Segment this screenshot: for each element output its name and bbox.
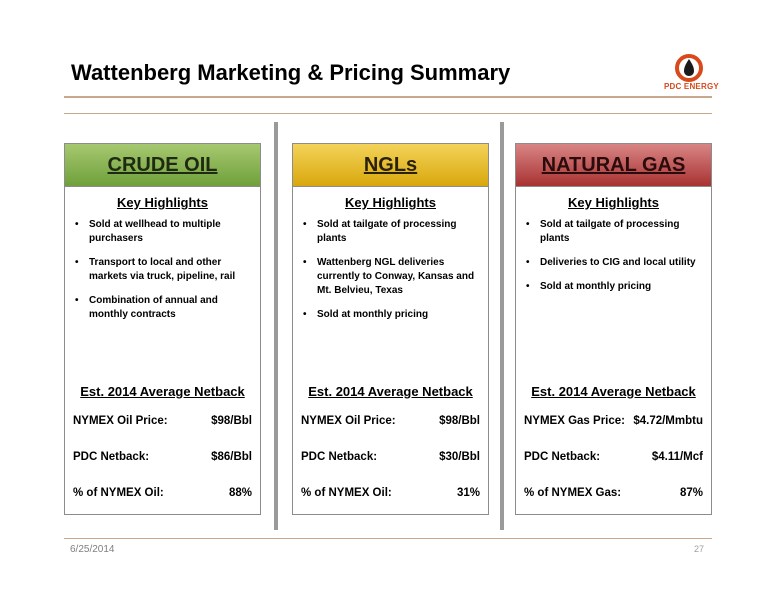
list-item: Sold at wellhead to multiple purchasers: [73, 218, 252, 246]
row-label: % of NYMEX Oil:: [73, 487, 164, 499]
list-item: Combination of annual and monthly contra…: [73, 294, 252, 322]
panel-heading: CRUDE OIL: [65, 144, 260, 187]
netback-row: PDC Netback: $86/Bbl: [73, 451, 252, 463]
logo-wordmark: PDC ENERGY: [664, 82, 719, 91]
netback-row: % of NYMEX Gas: 87%: [524, 487, 703, 499]
panel-heading: NATURAL GAS: [516, 144, 711, 187]
header-rule-secondary: [64, 113, 712, 114]
column-divider: [274, 122, 278, 530]
list-item: Sold at tailgate of processing plants: [524, 218, 703, 246]
netback-row: NYMEX Oil Price: $98/Bbl: [301, 415, 480, 427]
slide-title: Wattenberg Marketing & Pricing Summary: [71, 60, 511, 85]
list-item: Transport to local and other markets via…: [73, 256, 252, 284]
row-label: NYMEX Gas Price:: [524, 415, 625, 427]
row-value: 88%: [228, 487, 252, 499]
list-item: Wattenberg NGL deliveries currently to C…: [301, 256, 480, 298]
highlights-list: Sold at tailgate of processing plants De…: [524, 218, 703, 378]
row-value: $98/Bbl: [439, 415, 480, 427]
netback-row: PDC Netback: $4.11/Mcf: [524, 451, 703, 463]
list-item: Deliveries to CIG and local utility: [524, 256, 703, 270]
pdc-energy-logo: PDC ENERGY: [664, 54, 719, 96]
footer-rule: [64, 538, 712, 539]
slide-date: 6/25/2014: [70, 544, 115, 555]
highlights-list: Sold at tailgate of processing plants Wa…: [301, 218, 480, 378]
natural-gas-panel: NATURAL GAS Key Highlights Sold at tailg…: [515, 143, 712, 515]
key-highlights-title: Key Highlights: [116, 195, 208, 210]
key-highlights-title: Key Highlights: [344, 195, 436, 210]
row-label: % of NYMEX Oil:: [301, 487, 392, 499]
row-label: PDC Netback:: [524, 451, 601, 463]
row-value: $4.72/Mmbtu: [633, 415, 703, 427]
list-item: Sold at monthly pricing: [524, 280, 703, 294]
netback-title: Est. 2014 Average Netback: [531, 384, 696, 399]
row-label: NYMEX Oil Price:: [301, 415, 396, 427]
netback-row: PDC Netback: $30/Bbl: [301, 451, 480, 463]
netback-row: % of NYMEX Oil: 88%: [73, 487, 252, 499]
list-item: Sold at tailgate of processing plants: [301, 218, 480, 246]
row-label: PDC Netback:: [73, 451, 150, 463]
list-item: Sold at monthly pricing: [301, 308, 480, 322]
netback-title: Est. 2014 Average Netback: [308, 384, 473, 399]
row-value: $4.11/Mcf: [651, 451, 703, 463]
row-value: 31%: [456, 487, 480, 499]
row-value: 87%: [679, 487, 703, 499]
netback-row: NYMEX Oil Price: $98/Bbl: [73, 415, 252, 427]
crude-oil-panel: CRUDE OIL Key Highlights Sold at wellhea…: [64, 143, 261, 515]
row-label: % of NYMEX Gas:: [524, 487, 622, 499]
row-label: PDC Netback:: [301, 451, 378, 463]
row-value: $86/Bbl: [211, 451, 252, 463]
row-value: $98/Bbl: [211, 415, 252, 427]
key-highlights-title: Key Highlights: [567, 195, 659, 210]
highlights-list: Sold at wellhead to multiple purchasers …: [73, 218, 252, 378]
panel-heading: NGLs: [293, 144, 488, 187]
header-rule: [64, 96, 712, 98]
netback-row: % of NYMEX Oil: 31%: [301, 487, 480, 499]
netback-title: Est. 2014 Average Netback: [80, 384, 245, 399]
page-number: 27: [694, 544, 705, 554]
column-divider: [500, 122, 504, 530]
row-value: $30/Bbl: [439, 451, 480, 463]
ngls-panel: NGLs Key Highlights Sold at tailgate of …: [292, 143, 489, 515]
row-label: NYMEX Oil Price:: [73, 415, 168, 427]
oil-drop-icon: [675, 54, 703, 82]
netback-row: NYMEX Gas Price: $4.72/Mmbtu: [524, 415, 703, 427]
